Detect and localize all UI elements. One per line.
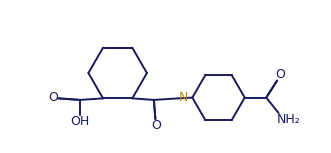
Text: O: O (48, 91, 58, 104)
Text: NH₂: NH₂ (277, 113, 301, 126)
Text: O: O (275, 68, 285, 81)
Text: OH: OH (70, 115, 90, 128)
Text: N: N (178, 91, 188, 104)
Text: O: O (151, 119, 161, 132)
